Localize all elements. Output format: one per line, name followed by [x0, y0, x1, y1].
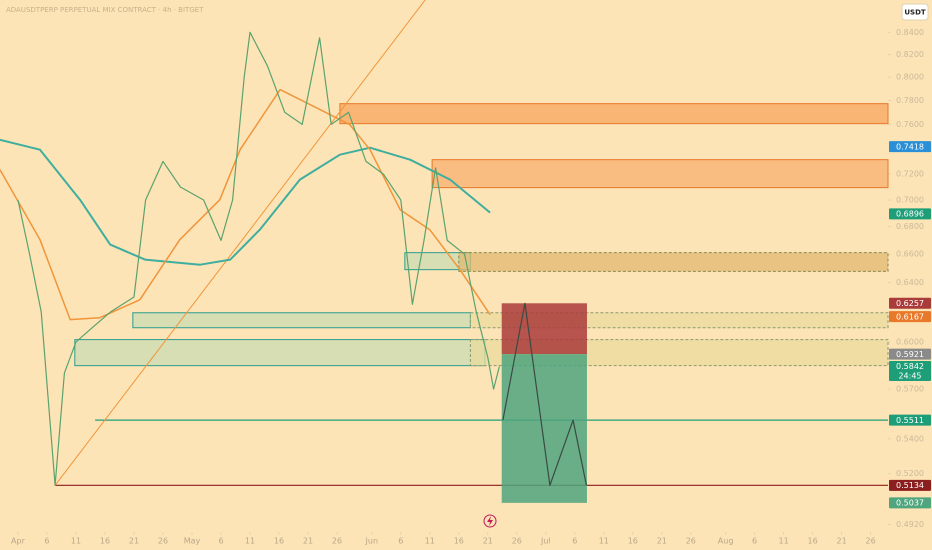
currency-button[interactable]: USDT: [901, 3, 929, 21]
series-line: [0, 138, 491, 266]
price-label: 0.5511: [896, 416, 924, 425]
chart-title: ADAUSDTPERP PERPETUAL MIX CONTRACT · 4h …: [6, 6, 204, 14]
x-tick-label: 26: [512, 537, 522, 546]
x-tick-label: 21: [303, 537, 313, 546]
price-label-box: [889, 414, 931, 426]
price-label-box: [889, 497, 931, 509]
zone: [431, 159, 889, 189]
x-tick-label: 16: [100, 537, 110, 546]
x-tick-label: May: [184, 537, 201, 546]
x-tick-label: 26: [332, 537, 342, 546]
target-zone: [501, 354, 587, 503]
price-label-box: [889, 479, 931, 491]
x-tick-label: 26: [866, 537, 876, 546]
y-tick-label: 0.8000: [896, 73, 924, 82]
price-label: 0.6167: [896, 312, 924, 321]
x-tick-label: Jul: [540, 537, 551, 546]
y-tick-label: 0.8400: [896, 28, 924, 37]
trendline: [54, 0, 426, 486]
y-tick-label: 0.6400: [896, 278, 924, 287]
x-tick-label: 16: [274, 537, 284, 546]
countdown-label: 24:45: [898, 371, 921, 380]
zone: [132, 312, 471, 329]
price-label-box: [889, 311, 931, 323]
price-label: 0.5134: [896, 481, 924, 490]
y-tick-label: 0.6600: [896, 250, 924, 259]
y-tick-label: 0.7800: [896, 96, 924, 105]
price-label: 0.6896: [896, 210, 924, 219]
x-tick-label: 11: [779, 537, 789, 546]
x-tick-label: 16: [808, 537, 818, 546]
zone: [339, 103, 889, 125]
x-tick-label: 6: [572, 537, 577, 546]
currency-label[interactable]: USDT: [904, 9, 926, 17]
price-label-box: [889, 297, 931, 309]
stop-zone: [501, 303, 587, 355]
icon-bolt[interactable]: [487, 516, 493, 526]
y-tick-label: 0.5200: [896, 469, 924, 478]
series-line: [0, 88, 491, 321]
x-tick-label: 26: [686, 537, 696, 546]
x-tick-label: 16: [454, 537, 464, 546]
series-line: [17, 31, 500, 486]
price-label-box: [889, 348, 931, 360]
price-label: 0.5921: [896, 350, 924, 359]
y-tick-label: 0.7000: [896, 196, 924, 205]
x-tick-label: 11: [245, 537, 255, 546]
price-label: 0.5037: [896, 499, 924, 508]
x-tick-label: 21: [129, 537, 139, 546]
price-label: 0.6257: [896, 299, 924, 308]
x-tick-label: 11: [599, 537, 609, 546]
x-tick-label: 21: [837, 537, 847, 546]
x-tick-label: 6: [218, 537, 223, 546]
y-tick-label: 0.7600: [896, 120, 924, 129]
y-tick-label: 0.7200: [896, 170, 924, 179]
price-label-box: [889, 360, 931, 381]
y-tick-label: 0.6800: [896, 222, 924, 231]
y-tick-label: 0.8200: [896, 50, 924, 59]
lightning-icon[interactable]: [483, 514, 497, 528]
x-tick-label: 11: [71, 537, 81, 546]
x-tick-label: Apr: [11, 537, 26, 546]
x-tick-label: 16: [628, 537, 638, 546]
x-tick-label: 6: [752, 537, 757, 546]
x-tick-label: Aug: [718, 537, 734, 546]
x-tick-label: 6: [398, 537, 403, 546]
price-label-box: [889, 141, 931, 153]
y-tick-label: 0.5400: [896, 434, 924, 443]
x-tick-label: 11: [425, 537, 435, 546]
y-tick-label: 0.5700: [896, 385, 924, 394]
zone: [74, 339, 486, 367]
y-tick-label: 0.4920: [896, 520, 924, 529]
currency-box[interactable]: [901, 3, 929, 21]
x-tick-label: 6: [44, 537, 49, 546]
price-label: 0.5842: [896, 362, 924, 371]
icon-ring[interactable]: [483, 514, 497, 528]
price-label-box: [889, 208, 931, 220]
price-label: 0.7418: [896, 142, 924, 151]
x-tick-label: 21: [657, 537, 667, 546]
zone: [458, 252, 889, 272]
series-line: [502, 302, 587, 486]
x-tick-label: Jun: [365, 537, 379, 546]
x-tick-label: 21: [483, 537, 493, 546]
y-tick-label: 0.6000: [896, 337, 924, 346]
x-tick-label: 26: [158, 537, 168, 546]
